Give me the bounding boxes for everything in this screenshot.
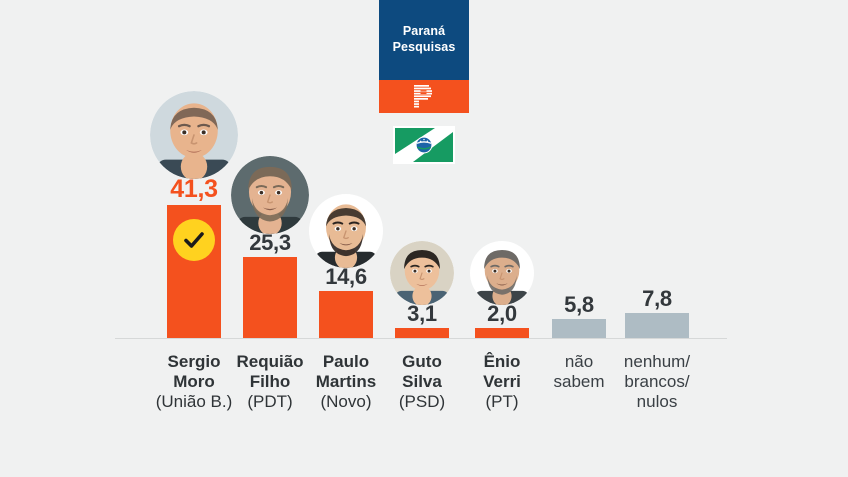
category-label-line: Silva [402,372,442,392]
value-label-sergio-moro: 41,3 [170,175,218,203]
category-label-guto-silva: Guto Silva (PSD) [399,352,445,412]
value-label-requiao-filho: 25,3 [249,229,291,255]
parana-pesquisas-logo: Paraná Pesquisas [379,0,469,113]
logo-line-2: Pesquisas [392,40,456,54]
bar-nenhum-brancos-nulos [625,312,689,338]
party-label: (Novo) [320,392,372,412]
logo-line-1: Paraná [402,24,446,39]
category-label-line: Ênio [483,352,521,371]
parana-flag-icon [393,126,455,164]
logo-monogram-block [379,80,469,113]
value-label-paulo-martins: 14,6 [325,263,367,289]
category-label-line: Paulo [322,352,370,371]
category-label-line: Guto [402,352,442,371]
candidate-photo-requiao-filho [231,155,309,234]
category-label-line: Verri [483,372,521,392]
category-label-line: brancos/ [624,372,690,392]
value-label-enio-verri: 2,0 [487,301,517,326]
bar-paulo-martins [319,290,373,338]
bar-guto-silva [395,328,449,338]
party-label: (PT) [485,392,519,412]
category-label-line: sabem [553,372,605,392]
candidate-photo-enio-verri [470,241,534,305]
candidate-photo-sergio-moro [150,91,238,179]
category-label-line: Filho [249,372,291,392]
value-label-nao-sabem: 5,8 [564,292,594,318]
party-label: (PSD) [398,392,446,412]
candidate-photo-paulo-martins [309,193,383,268]
value-label-guto-silva: 3,1 [407,301,437,326]
category-label-line: nulos [636,392,678,412]
leader-check-icon [173,219,215,261]
value-label-nenhum-brancos-nulos: 7,8 [642,285,672,311]
category-label-paulo-martins: Paulo Martins (Novo) [316,352,376,412]
bar-nao-sabem [552,319,606,338]
party-label: (PDT) [247,392,293,412]
chart-baseline [115,338,727,339]
category-label-line: Requião [236,352,304,371]
category-label-requiao-filho: Requião Filho (PDT) [236,352,303,412]
logo-wordmark: Paraná Pesquisas [379,0,469,80]
category-label-line: nenhum/ [623,352,691,371]
bar-enio-verri [475,328,529,338]
category-label-nao-sabem: não sabem [553,352,604,392]
category-label-sergio-moro: Sergio Moro (União B.) [156,352,233,412]
category-label-nenhum-brancos-nulos: nenhum/brancos/nulos [624,352,690,412]
category-label-enio-verri: Ênio Verri (PT) [483,352,521,412]
bar-requiao-filho [243,256,297,338]
candidate-photo-guto-silva [390,241,454,305]
category-label-line: não [564,352,594,371]
category-label-line: Sergio [167,352,221,371]
category-label-line: Martins [315,372,377,392]
party-label: (União B.) [155,392,233,412]
logo-p-icon [414,85,432,108]
category-label-line: Moro [173,372,215,392]
flag-graphic [395,128,453,162]
